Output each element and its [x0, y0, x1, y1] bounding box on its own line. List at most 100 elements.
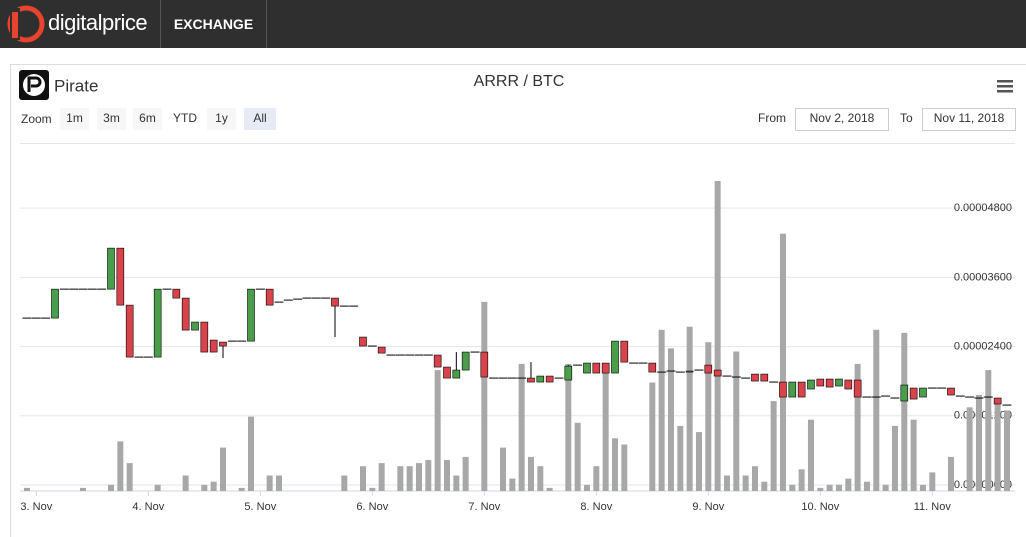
volume-bar: [397, 466, 404, 491]
volume-bar: [266, 475, 273, 491]
zoom-button[interactable]: [133, 108, 162, 130]
volume-bar: [425, 460, 432, 491]
volume-bar: [518, 363, 525, 491]
candle-body: [331, 297, 339, 307]
candle-body: [611, 340, 619, 374]
volume-bar: [481, 301, 488, 491]
candle-body: [993, 397, 1002, 405]
brand-logo: [7, 5, 45, 43]
volume-bar: [154, 484, 161, 491]
volume-bar: [910, 419, 917, 491]
from-label: From: [758, 111, 786, 125]
candle-body: [461, 351, 470, 371]
candle-body: [835, 378, 843, 387]
candle-body: [443, 366, 451, 379]
volume-bar: [975, 394, 982, 491]
volume-bar: [583, 484, 590, 491]
volume-bar: [901, 332, 908, 491]
zoom-button[interactable]: [97, 108, 126, 130]
candle-body: [433, 354, 442, 368]
volume-bar: [919, 484, 926, 491]
candle-body: [816, 378, 825, 387]
candle-body: [825, 378, 834, 388]
volume-bar: [658, 329, 665, 491]
volume-bar: [126, 463, 133, 491]
candle-body: [844, 379, 853, 390]
zoom-button-label: YTD: [173, 111, 197, 125]
volume-bar: [117, 441, 124, 491]
zoom-button[interactable]: [207, 108, 236, 130]
zoom-label: Zoom: [21, 112, 52, 126]
candle-body: [760, 373, 769, 382]
to-date: Nov 11, 2018: [934, 111, 1005, 125]
volume-bar: [210, 481, 217, 491]
volume-bar: [453, 475, 460, 491]
volume-bar: [817, 487, 824, 491]
from-date: Nov 2, 2018: [810, 111, 875, 125]
candle-body: [116, 247, 125, 306]
x-tick-label: 6. Nov: [356, 501, 388, 513]
volume-bar: [695, 432, 702, 491]
volume-bar: [574, 422, 581, 491]
volume-bar: [611, 438, 618, 491]
volume-bar: [882, 484, 889, 491]
candle-body: [788, 381, 797, 398]
y-tick-label: 0.00002400: [954, 340, 1012, 352]
zoom-button-label: 1m: [66, 111, 83, 125]
candle-body: [592, 362, 601, 374]
candle-body: [751, 373, 759, 382]
volume-bar: [835, 484, 842, 491]
x-tick-label: 3. Nov: [20, 501, 52, 513]
candle-body: [583, 362, 591, 374]
from-input[interactable]: [795, 108, 889, 131]
candle-body: [909, 387, 918, 400]
candle-body: [779, 381, 787, 398]
volume-bar: [994, 398, 1001, 491]
volume-bar: [742, 475, 749, 491]
nav-tab[interactable]: EXCHANGE: [160, 0, 267, 48]
zoom-button[interactable]: [244, 108, 276, 130]
candle-body: [919, 387, 927, 398]
volume-bar: [863, 481, 870, 491]
volume-bar: [770, 401, 777, 491]
volume-bar: [275, 475, 282, 491]
volume-bar: [219, 447, 226, 491]
y-tick-label: 0.00003600: [954, 271, 1012, 283]
candle-body: [704, 364, 713, 374]
candle-body: [247, 288, 255, 342]
volume-bar: [779, 233, 786, 491]
volume-bar: [621, 444, 628, 491]
zoom-button-label: 3m: [103, 111, 120, 125]
volume-bar: [434, 370, 441, 491]
candle-body: [265, 288, 274, 306]
volume-bar: [499, 447, 506, 491]
volume-bar: [369, 487, 376, 491]
candle-body: [452, 369, 461, 379]
candle-body: [125, 304, 134, 358]
volume-bar: [751, 466, 758, 491]
candle-body: [181, 297, 190, 331]
candle-body: [191, 321, 199, 331]
zoom-button[interactable]: [60, 108, 89, 130]
volume-bar: [565, 363, 572, 491]
zoom-button[interactable]: [168, 108, 202, 130]
volume-bar: [761, 481, 768, 491]
volume-bar: [79, 487, 86, 491]
candle-body: [601, 362, 610, 374]
x-tick-label: 8. Nov: [580, 501, 612, 513]
x-tick-label: 9. Nov: [692, 501, 724, 513]
y-tick-label: 0.00000000: [954, 479, 1012, 491]
menu-icon[interactable]: [997, 80, 1013, 93]
candle-body: [685, 370, 694, 373]
volume-bar: [789, 484, 796, 491]
x-tick-label: 5. Nov: [244, 501, 276, 513]
volume-bar: [985, 370, 992, 491]
candle-body: [172, 288, 181, 299]
x-tick-label: 4. Nov: [132, 501, 164, 513]
volume-bar: [714, 181, 721, 491]
volume-bar: [798, 469, 805, 491]
brand[interactable]: digitalprice: [48, 10, 148, 35]
to-input[interactable]: [922, 108, 1016, 131]
zoom-button-label: 1y: [215, 111, 228, 125]
